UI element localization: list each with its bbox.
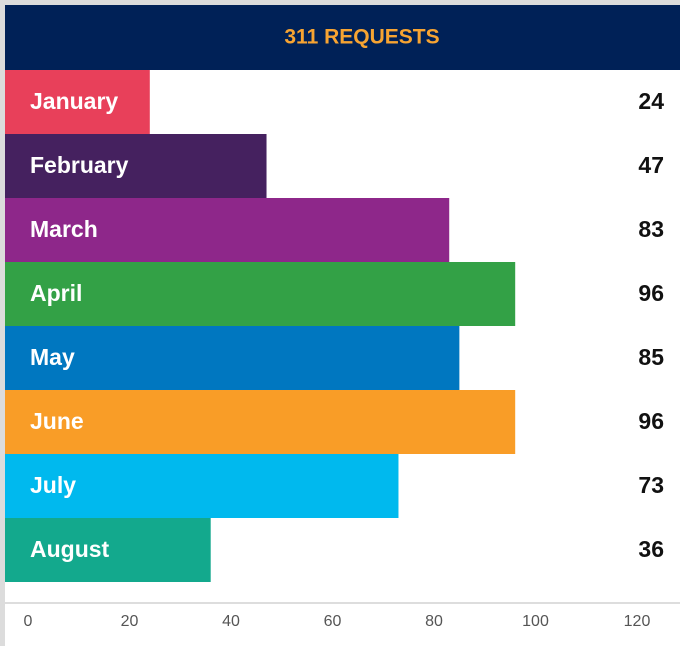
category-label: July bbox=[30, 472, 76, 498]
chart-title: 311 REQUESTS bbox=[284, 26, 439, 49]
category-label: April bbox=[30, 280, 82, 306]
x-tick-label: 20 bbox=[121, 613, 139, 630]
x-tick-label: 80 bbox=[425, 613, 443, 630]
category-label: May bbox=[30, 344, 75, 370]
bar bbox=[5, 390, 516, 454]
value-label: 24 bbox=[638, 88, 664, 114]
x-tick-label: 100 bbox=[522, 613, 549, 630]
x-tick-label: 0 bbox=[24, 613, 33, 630]
bar bbox=[5, 70, 150, 134]
bar bbox=[5, 518, 211, 582]
category-label: February bbox=[30, 152, 129, 178]
value-label: 47 bbox=[638, 152, 664, 178]
category-label: June bbox=[30, 408, 84, 434]
bar bbox=[5, 134, 267, 198]
value-label: 36 bbox=[638, 536, 664, 562]
value-label: 73 bbox=[638, 472, 664, 498]
category-label: August bbox=[30, 536, 110, 562]
bar bbox=[5, 198, 450, 262]
value-label: 96 bbox=[638, 408, 664, 434]
bar bbox=[5, 326, 460, 390]
value-label: 96 bbox=[638, 280, 664, 306]
x-tick-label: 40 bbox=[222, 613, 240, 630]
bar bbox=[5, 454, 399, 518]
value-label: 83 bbox=[638, 216, 664, 242]
category-label: March bbox=[30, 216, 98, 242]
bar bbox=[5, 262, 516, 326]
header bbox=[5, 5, 680, 70]
x-tick-label: 120 bbox=[624, 613, 651, 630]
x-tick-label: 60 bbox=[324, 613, 342, 630]
category-label: January bbox=[30, 88, 118, 114]
value-label: 85 bbox=[638, 344, 664, 370]
